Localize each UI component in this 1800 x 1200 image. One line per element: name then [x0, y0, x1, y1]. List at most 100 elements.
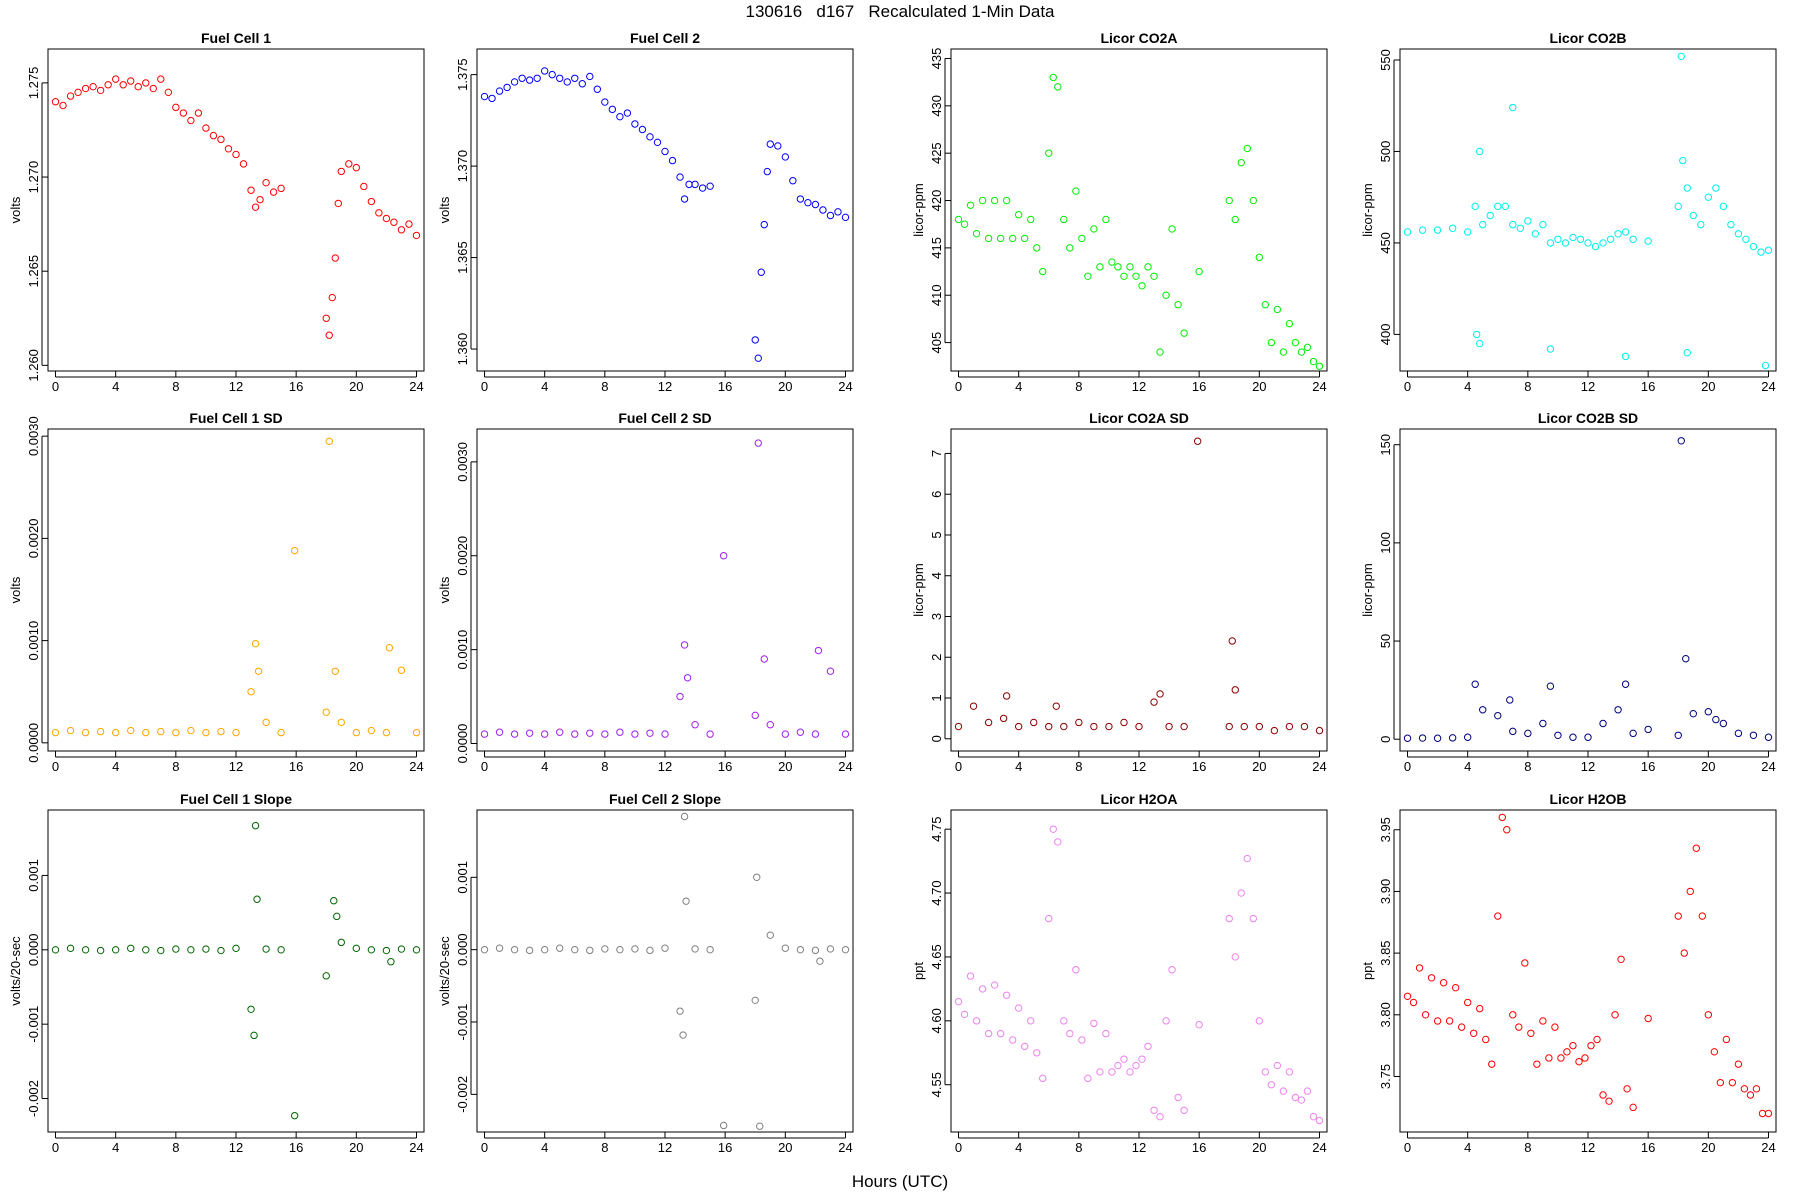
data-point [616, 728, 624, 736]
data-point [1476, 1004, 1484, 1013]
data-point [1255, 1017, 1264, 1025]
data-point [333, 912, 341, 921]
data-point [1409, 998, 1418, 1007]
data-point [518, 74, 526, 82]
x-tick-label: 8 [172, 379, 179, 394]
data-point [1692, 844, 1700, 852]
data-point [375, 209, 383, 217]
data-point [1482, 1035, 1490, 1044]
data-point [1712, 715, 1720, 724]
x-tick-label: 4 [541, 1140, 548, 1155]
data-point [646, 729, 654, 737]
data-point [1473, 330, 1481, 339]
data-point [1267, 1081, 1276, 1089]
data-point [1045, 722, 1053, 731]
data-point [1448, 734, 1457, 742]
data-point [1078, 234, 1086, 243]
data-point [1237, 889, 1245, 897]
data-point [397, 666, 406, 674]
data-point [1551, 1023, 1559, 1031]
data-point [841, 213, 850, 222]
data-point [1433, 734, 1442, 742]
data-point [495, 944, 504, 952]
data-point [683, 674, 692, 682]
x-tick-label: 24 [1761, 379, 1775, 394]
y-tick-label: 3.90 [1378, 879, 1393, 904]
data-point [1727, 220, 1735, 229]
data-point [1557, 1054, 1565, 1062]
data-point [811, 730, 820, 738]
data-point [1120, 272, 1128, 280]
data-point [1096, 1068, 1104, 1076]
data-point [1002, 692, 1011, 700]
data-point [172, 103, 180, 112]
data-point [1144, 1042, 1152, 1051]
data-point [269, 188, 278, 196]
data-point [819, 206, 827, 214]
data-point [1516, 224, 1525, 232]
y-tick-label: 0 [1378, 736, 1393, 743]
x-tick-label: 0 [52, 379, 59, 394]
y-tick-label: 0.000 [26, 934, 41, 967]
data-point [66, 944, 75, 953]
chart-title: Fuel Cell 2 [630, 30, 700, 46]
data-point [1629, 1103, 1637, 1112]
data-point [578, 80, 586, 88]
data-point [1689, 211, 1697, 220]
data-point [488, 94, 496, 103]
data-point [796, 195, 805, 203]
data-point [960, 1010, 969, 1019]
x-tick-label: 20 [1701, 759, 1715, 774]
data-point [556, 74, 564, 82]
data-point [586, 729, 594, 737]
data-point [841, 945, 850, 954]
data-point [1524, 729, 1532, 738]
data-point [1716, 1078, 1725, 1087]
x-tick-label: 4 [112, 759, 119, 774]
chart-panel: Fuel Cell 2 SD 0 4 8 12 16 20 24 0.0000 0.0010 0.0… [437, 410, 854, 774]
y-tick-label: 4.75 [929, 817, 944, 842]
chart-panel: Licor CO2B SD 0 4 8 12 16 20 24 0 50 100 150 licor-p… [1360, 410, 1777, 774]
data-point [616, 945, 624, 954]
data-point [1002, 196, 1011, 205]
data-point [480, 92, 489, 101]
data-point [751, 996, 759, 1005]
data-point [1225, 722, 1233, 731]
data-point [1108, 1068, 1116, 1076]
data-point [1303, 343, 1312, 352]
data-point [1102, 1029, 1110, 1038]
data-point [1719, 719, 1728, 728]
data-point [1075, 718, 1083, 727]
data-point [1132, 1061, 1140, 1070]
data-point [510, 78, 519, 86]
data-point [1066, 1029, 1074, 1038]
data-point [990, 981, 999, 989]
y-tick-label: 0.001 [26, 859, 41, 892]
plot-frame [47, 428, 425, 752]
y-axis-label: licor-ppm [911, 183, 926, 236]
data-point [826, 667, 835, 675]
data-point [601, 98, 609, 106]
data-point [495, 728, 504, 736]
data-point [586, 946, 594, 955]
y-tick-label: 1.375 [455, 58, 470, 91]
data-point [960, 220, 969, 228]
chart-panel: Fuel Cell 2 0 4 8 12 16 20 24 1.360 1.365 1.370 1.3… [437, 30, 854, 394]
data-point [1749, 242, 1758, 251]
data-point [1049, 73, 1057, 82]
chart-title: Licor CO2B SD [1538, 410, 1638, 426]
data-point [1174, 1093, 1182, 1102]
data-point [164, 88, 173, 97]
data-point [1279, 348, 1288, 356]
x-tick-label: 12 [229, 759, 243, 774]
y-tick-label: 1.260 [26, 349, 41, 382]
data-point [1476, 147, 1484, 156]
data-point [334, 199, 342, 208]
data-point [1509, 727, 1517, 736]
data-point [1623, 1085, 1631, 1093]
data-point [1114, 1061, 1122, 1070]
data-point [1569, 1041, 1577, 1050]
data-point [996, 1029, 1005, 1038]
y-tick-label: 3 [929, 613, 944, 620]
